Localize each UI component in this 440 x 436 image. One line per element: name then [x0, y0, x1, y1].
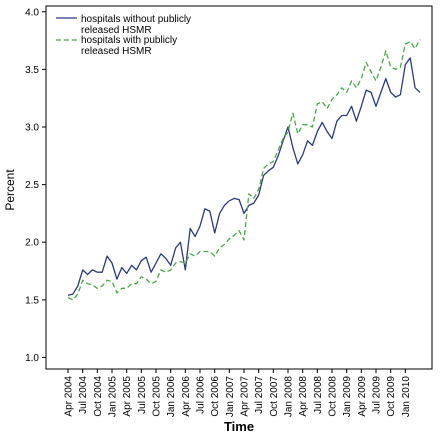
x-tick-label: Jan 2009 [342, 376, 353, 418]
y-tick-label: 3.0 [25, 123, 39, 134]
y-tick-label: 2.0 [25, 238, 39, 249]
y-tick-label: 4.0 [25, 7, 39, 18]
x-tick-label: Jan 2008 [284, 376, 295, 418]
x-tick-label: Jul 2007 [254, 376, 265, 414]
y-tick-label: 3.5 [25, 65, 39, 76]
x-tick-label: Jan 2010 [401, 376, 412, 418]
x-tick-label: Oct 2008 [328, 376, 339, 417]
x-tick-label: Apr 2008 [298, 376, 309, 417]
x-tick-label: Jul 2008 [313, 376, 324, 414]
y-tick-label: 1.5 [25, 295, 39, 306]
x-tick-label: Jan 2005 [108, 376, 119, 418]
x-tick-label: Apr 2004 [64, 376, 75, 417]
x-tick-label: Apr 2007 [240, 376, 251, 417]
legend-label-without-hsmr-line2: released HSMR [81, 25, 152, 36]
x-tick-label: Jul 2006 [196, 376, 207, 414]
x-tick-label: Jul 2009 [372, 376, 383, 414]
series-line-without-hsmr [67, 57, 421, 296]
x-tick-label: Jan 2006 [166, 376, 177, 418]
x-tick-label: Apr 2005 [122, 376, 133, 417]
x-axis: Apr 2004 Jul 2004 Oct 2004 Jan 2005 Apr 2005… [64, 369, 412, 417]
legend-label-without-hsmr-line1: hospitals without publicly [81, 14, 191, 25]
x-tick-label: Jan 2007 [225, 376, 236, 418]
series-layer [67, 39, 421, 301]
x-tick-label: Oct 2005 [152, 376, 163, 417]
x-tick-label: Oct 2004 [93, 376, 104, 417]
x-tick-label: Oct 2006 [210, 376, 221, 417]
legend-label-with-hsmr-line1: hospitals with publicly [81, 35, 177, 46]
x-tick-label: Jul 2004 [78, 376, 89, 414]
legend-label-with-hsmr-line2: released HSMR [81, 46, 152, 57]
x-tick-label: Oct 2007 [269, 376, 280, 417]
x-tick-label: Apr 2006 [181, 376, 192, 417]
x-tick-label: Apr 2009 [357, 376, 368, 417]
y-axis-title: Percent [3, 169, 17, 211]
x-tick-label: Oct 2009 [386, 376, 397, 417]
series-line-with-hsmr [67, 39, 421, 301]
x-axis-title: Time [224, 419, 254, 434]
y-tick-label: 2.5 [25, 180, 39, 191]
x-tick-label: Jul 2005 [137, 376, 148, 414]
plot-frame [45, 5, 433, 370]
legend-label-without-hsmr: hospitals without publicly released HSMR [81, 14, 194, 36]
y-tick-label: 1.0 [25, 353, 39, 364]
y-axis: 1.0 1.5 2.0 2.5 3.0 3.5 4.0 [25, 7, 46, 364]
legend-label-with-hsmr: hospitals with publicly released HSMR [81, 35, 180, 57]
legend: hospitals without publicly released HSMR… [56, 14, 194, 57]
